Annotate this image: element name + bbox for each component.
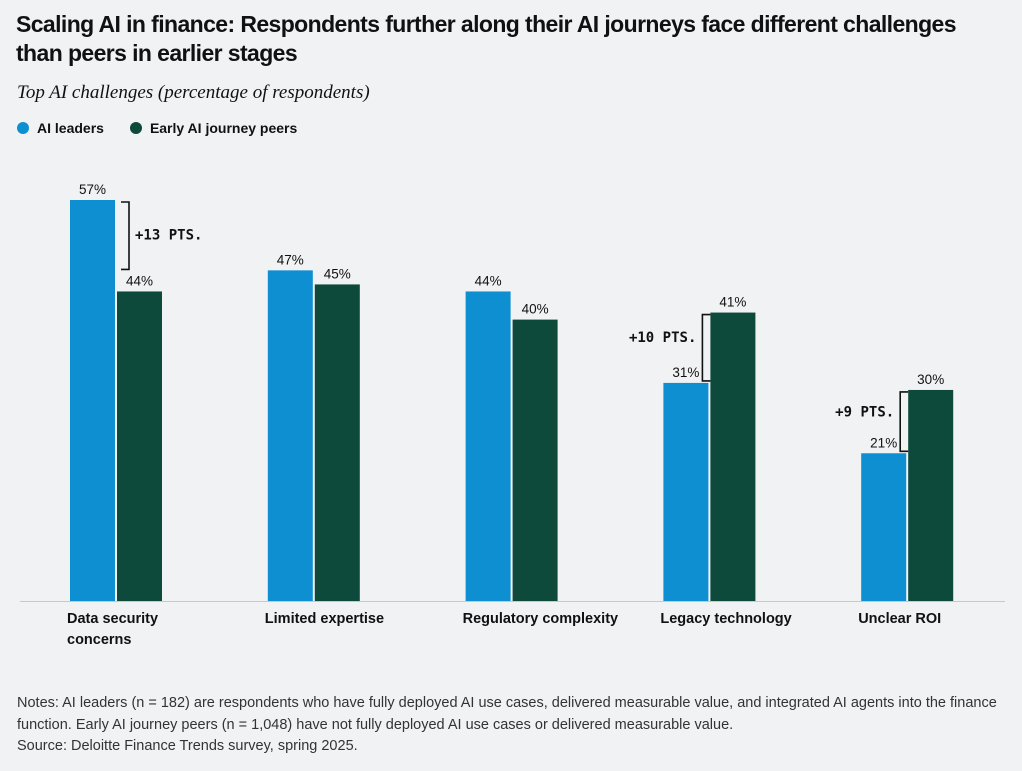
bar-ai-leaders <box>663 382 709 601</box>
difference-annotation: +10 PTS. <box>629 330 696 346</box>
category-label: Data security <box>67 611 158 627</box>
category-label: Legacy technology <box>660 611 791 627</box>
chart-title: Scaling AI in finance: Respondents furth… <box>16 11 957 66</box>
bar-ai-leaders <box>267 270 313 601</box>
bracket <box>899 391 909 453</box>
category-label: Regulatory complexity <box>463 611 619 627</box>
bracket <box>121 201 130 271</box>
data-label: 31% <box>672 365 699 380</box>
bar-early-peers <box>314 284 360 601</box>
data-label: 44% <box>126 273 153 288</box>
data-label: 45% <box>324 266 351 281</box>
legend-swatch-ai-leaders <box>17 122 29 134</box>
bracket <box>701 313 711 382</box>
difference-annotation: +9 PTS. <box>835 405 894 421</box>
data-label: 40% <box>522 302 549 317</box>
legend-item-ai-leaders: AI leaders <box>17 120 104 136</box>
legend: AI leaders Early AI journey peers <box>17 120 297 136</box>
bar-early-peers <box>117 291 162 601</box>
category-label: Unclear ROI <box>858 611 941 627</box>
legend-swatch-early-peers <box>129 122 142 134</box>
legend-label: AI leaders <box>37 120 104 136</box>
category-label: Limited expertise <box>265 611 384 627</box>
bar-early-peers <box>512 319 558 601</box>
bar-ai-leaders <box>861 453 907 601</box>
legend-item-early-peers: Early AI journey peers <box>129 120 298 136</box>
data-label: 30% <box>917 372 944 387</box>
data-label: 57% <box>79 182 106 197</box>
chart-subtitle: Top AI challenges (percentage of respond… <box>17 82 370 103</box>
difference-annotation: +13 PTS. <box>135 228 202 244</box>
category-label: concerns <box>67 632 131 648</box>
data-label: 47% <box>277 252 304 267</box>
bar-early-peers <box>710 312 756 601</box>
data-label: 41% <box>719 295 746 310</box>
bar-ai-leaders <box>70 200 115 601</box>
data-label: 21% <box>870 435 897 450</box>
notes: Notes: AI leaders (n = 182) are responde… <box>17 695 997 733</box>
source: Source: Deloitte Finance Trends survey, … <box>17 738 358 754</box>
legend-label: Early AI journey peers <box>149 120 298 136</box>
data-label: 44% <box>475 273 502 288</box>
bar-early-peers <box>908 389 954 601</box>
bar-ai-leaders <box>465 291 511 601</box>
